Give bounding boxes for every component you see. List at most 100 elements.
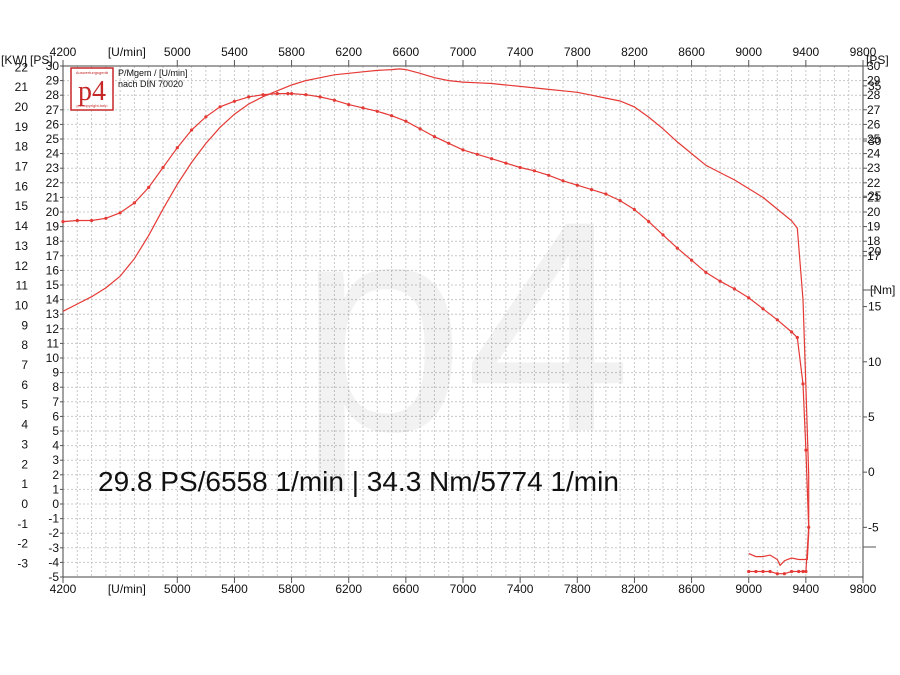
torque-point [804, 448, 808, 452]
torque-point [261, 93, 265, 97]
kw-tick-label: 13 [15, 239, 29, 253]
kw-tick-label: 6 [21, 378, 28, 392]
ps-tick-label-left: 22 [46, 176, 60, 190]
ps-tick-label-right: 22 [867, 176, 881, 190]
kw-tick-label: 0 [21, 497, 28, 511]
torque-point [275, 92, 279, 96]
x-tick-label-top: 5400 [221, 45, 248, 59]
kw-tick-label: -1 [17, 517, 28, 531]
ps-tick-label-left: 17 [46, 249, 60, 263]
kw-tick-label: 7 [21, 358, 28, 372]
torque-point [318, 95, 322, 99]
torque-point [747, 569, 751, 574]
kw-tick-label: 8 [21, 338, 28, 352]
torque-point [390, 114, 394, 118]
ps-tick-label-left: 15 [46, 278, 60, 292]
kw-tick-label: 2 [21, 457, 28, 471]
nm-tick-label: 35 [868, 79, 882, 93]
grid [63, 66, 863, 577]
nm-unit-label: [Nm] [870, 283, 895, 297]
ps-unit-label-right: [PS] [866, 53, 889, 67]
ps-tick-label-left: 9 [52, 366, 59, 380]
x-tick-label-top: 6600 [393, 45, 420, 59]
torque-point [447, 141, 451, 145]
kw-tick-label: 5 [21, 398, 28, 412]
x-tick-label-top: 9400 [793, 45, 820, 59]
torque-point [801, 382, 805, 386]
x-unit-label-bottom: [U/min] [108, 582, 146, 596]
ps-tick-label-right: 18 [867, 234, 881, 248]
x-tick-label-bottom: 8600 [678, 582, 705, 596]
nm-tick-label: 10 [868, 355, 882, 369]
ps-tick-label-left: 1 [52, 482, 59, 496]
nm-tick-label: 5 [868, 410, 875, 424]
torque-point [797, 569, 801, 574]
torque-point [61, 220, 65, 224]
x-tick-label-bottom: 6600 [393, 582, 420, 596]
torque-point [718, 279, 722, 283]
watermark: p4 [298, 158, 632, 496]
kw-unit-label: [KW] [1, 53, 27, 67]
ps-tick-label-left: 0 [52, 497, 59, 511]
torque-point [732, 287, 737, 291]
kw-tick-label: 17 [15, 160, 29, 174]
legend-line-1: P/Mgem / [U/min] [118, 68, 188, 78]
kw-tick-label: 15 [15, 199, 29, 213]
ps-unit-label-left: [PS] [30, 53, 53, 67]
torque-point [204, 115, 208, 119]
ps-tick-label-right: 29 [867, 74, 881, 88]
ps-tick-label-left: 11 [47, 336, 60, 350]
torque-point [175, 146, 179, 150]
torque-point [532, 169, 537, 173]
kw-tick-label: 1 [21, 477, 28, 491]
ps-tick-label-left: 29 [46, 74, 60, 88]
nm-tick-label: 0 [868, 465, 875, 479]
torque-point [418, 127, 422, 131]
torque-point [132, 201, 136, 205]
ps-tick-label-left: 24 [46, 147, 60, 161]
ps-tick-label-left: 2 [52, 468, 59, 482]
x-tick-label-bottom: 9400 [793, 582, 820, 596]
ps-tick-label-left: 18 [46, 234, 60, 248]
ps-tick-label-left: 27 [46, 103, 60, 117]
nm-tick-label: 30 [868, 134, 882, 148]
kw-tick-label: 16 [15, 179, 29, 193]
torque-point [790, 330, 794, 334]
ps-tick-label-left: 28 [46, 88, 60, 102]
torque-point [147, 185, 151, 189]
torque-point [104, 216, 108, 220]
ps-tick-label-left: 30 [46, 59, 60, 73]
torque-point [807, 525, 811, 529]
torque-point [461, 148, 465, 152]
torque-point [247, 95, 251, 99]
x-tick-label-bottom: 7000 [450, 582, 477, 596]
series [61, 68, 811, 576]
torque-point [795, 335, 799, 340]
x-tick-label-top: 8200 [621, 45, 648, 59]
torque-point [775, 572, 779, 576]
ps-tick-label-left: -1 [48, 512, 59, 526]
x-tick-label-bottom: 7800 [564, 582, 591, 596]
ps-tick-label-left: 6 [52, 409, 59, 423]
torque-point [290, 92, 294, 96]
torque-point [504, 161, 508, 165]
ps-tick-label-right: 19 [867, 220, 881, 234]
torque-point [118, 211, 122, 215]
torque-point [518, 165, 522, 170]
nm-tick-label: 15 [868, 300, 882, 314]
torque-point [604, 192, 608, 196]
ps-tick-label-left: -3 [48, 541, 59, 555]
torque-point [690, 258, 694, 262]
logo-bottom-text: p4-copyright-help [77, 103, 109, 108]
x-tick-label-top: 4200 [50, 45, 77, 59]
ps-tick-label-left: 21 [46, 190, 60, 204]
kw-tick-label: 18 [15, 140, 29, 154]
torque-point [618, 199, 622, 203]
ps-tick-label-left: 20 [46, 205, 60, 219]
x-unit-label-top: [U/min] [108, 45, 146, 59]
x-tick-label-top: 5000 [164, 45, 191, 59]
ps-tick-label-left: 25 [46, 132, 60, 146]
torque-point [161, 165, 165, 170]
kw-tick-label: 9 [21, 318, 28, 332]
